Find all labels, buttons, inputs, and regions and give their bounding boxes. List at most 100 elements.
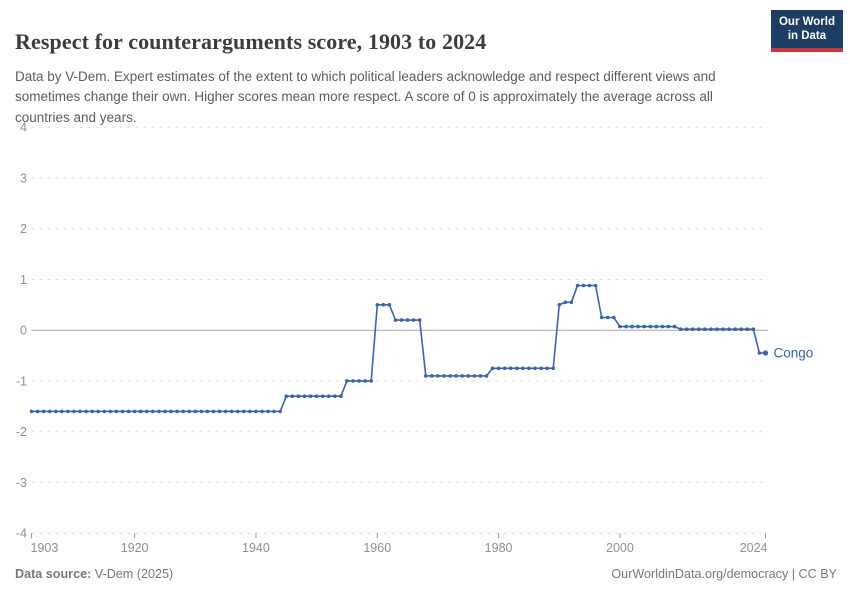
data-point[interactable] <box>314 394 319 399</box>
data-point[interactable] <box>697 327 701 332</box>
data-point[interactable] <box>326 394 331 399</box>
data-point[interactable] <box>405 318 410 322</box>
data-point[interactable] <box>29 409 34 414</box>
data-point[interactable] <box>320 394 325 399</box>
data-point[interactable] <box>242 409 246 414</box>
data-point[interactable] <box>387 303 392 307</box>
data-point[interactable] <box>569 300 574 305</box>
data-point[interactable] <box>217 409 222 414</box>
data-point[interactable] <box>515 366 519 371</box>
data-point[interactable] <box>666 324 671 329</box>
data-point[interactable] <box>636 324 640 329</box>
data-point[interactable] <box>229 409 234 414</box>
data-point[interactable] <box>612 315 616 320</box>
data-point[interactable] <box>302 394 307 399</box>
data-point[interactable] <box>175 409 179 414</box>
data-point[interactable] <box>484 374 489 378</box>
data-point[interactable] <box>260 409 264 414</box>
data-point[interactable] <box>539 366 543 371</box>
data-point[interactable] <box>703 327 707 332</box>
data-point[interactable] <box>266 409 270 414</box>
data-point[interactable] <box>126 409 131 414</box>
data-point[interactable] <box>84 409 88 414</box>
data-point[interactable] <box>411 318 416 322</box>
data-point[interactable] <box>132 409 137 414</box>
congo-line[interactable] <box>31 284 766 413</box>
data-point[interactable] <box>357 379 361 383</box>
data-point[interactable] <box>745 327 750 332</box>
data-point[interactable] <box>557 303 562 307</box>
data-point[interactable] <box>369 379 374 383</box>
data-point[interactable] <box>581 283 586 288</box>
data-point[interactable] <box>460 374 465 378</box>
congo-end-point[interactable] <box>762 350 769 356</box>
data-point[interactable] <box>60 409 64 414</box>
data-point[interactable] <box>593 283 598 288</box>
data-point[interactable] <box>684 327 689 332</box>
data-point[interactable] <box>618 324 622 329</box>
data-point[interactable] <box>472 374 477 378</box>
data-point[interactable] <box>545 366 549 371</box>
data-point[interactable] <box>254 409 258 414</box>
data-point[interactable] <box>66 409 70 414</box>
data-point[interactable] <box>290 394 295 399</box>
data-point[interactable] <box>690 327 695 332</box>
data-point[interactable] <box>205 409 210 414</box>
data-point[interactable] <box>430 374 434 378</box>
data-point[interactable] <box>721 327 725 332</box>
data-point[interactable] <box>187 409 191 414</box>
data-point[interactable] <box>193 409 198 414</box>
data-point[interactable] <box>527 366 531 371</box>
data-point[interactable] <box>624 324 628 329</box>
data-point[interactable] <box>424 374 428 378</box>
data-point[interactable] <box>211 409 216 414</box>
data-point[interactable] <box>181 409 185 414</box>
data-point[interactable] <box>660 324 665 329</box>
data-point[interactable] <box>599 315 604 320</box>
series-label-congo[interactable]: Congo <box>774 346 814 361</box>
data-point[interactable] <box>678 327 683 332</box>
data-point[interactable] <box>393 318 398 322</box>
data-point[interactable] <box>727 327 731 332</box>
data-point[interactable] <box>751 327 756 332</box>
data-point[interactable] <box>417 318 422 322</box>
data-point[interactable] <box>339 394 343 399</box>
data-point[interactable] <box>521 366 525 371</box>
data-point[interactable] <box>757 351 762 355</box>
data-point[interactable] <box>284 394 289 399</box>
data-point[interactable] <box>648 324 652 329</box>
data-point[interactable] <box>381 303 386 307</box>
data-point[interactable] <box>733 327 737 332</box>
data-point[interactable] <box>563 300 568 305</box>
data-point[interactable] <box>235 409 240 414</box>
data-point[interactable] <box>490 366 495 371</box>
data-point[interactable] <box>199 409 204 414</box>
data-point[interactable] <box>587 283 592 288</box>
data-point[interactable] <box>533 366 537 371</box>
data-point[interactable] <box>654 324 659 329</box>
data-point[interactable] <box>41 409 46 414</box>
data-point[interactable] <box>642 324 646 329</box>
data-point[interactable] <box>145 409 149 414</box>
data-point[interactable] <box>606 315 610 320</box>
data-point[interactable] <box>151 409 155 414</box>
data-point[interactable] <box>399 318 404 322</box>
data-point[interactable] <box>333 394 337 399</box>
data-point[interactable] <box>715 327 719 332</box>
data-point[interactable] <box>102 409 107 414</box>
license-link[interactable]: OurWorldinData.org/democracy | CC BY <box>611 567 837 581</box>
data-point[interactable] <box>157 409 161 414</box>
data-point[interactable] <box>448 374 452 378</box>
data-point[interactable] <box>345 379 349 383</box>
data-point[interactable] <box>114 409 119 414</box>
data-point[interactable] <box>169 409 173 414</box>
data-point[interactable] <box>496 366 501 371</box>
data-point[interactable] <box>138 409 143 414</box>
data-point[interactable] <box>78 409 82 414</box>
data-point[interactable] <box>363 379 367 383</box>
data-point[interactable] <box>351 379 355 383</box>
data-point[interactable] <box>502 366 507 371</box>
data-point[interactable] <box>223 409 228 414</box>
data-point[interactable] <box>278 409 283 414</box>
